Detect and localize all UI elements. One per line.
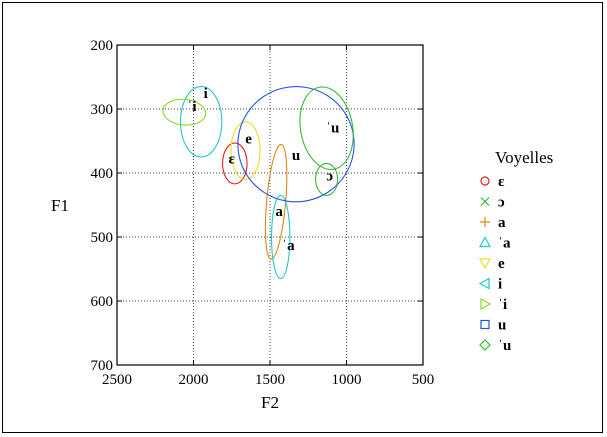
legend-item-e: e xyxy=(478,256,505,272)
legend-marker-circle xyxy=(480,176,490,186)
legend: Voyelles ɛɔa ˈa ei ˈi u ˈu xyxy=(478,148,553,354)
legend-label: i xyxy=(498,277,502,293)
legend-marker-triangle-down xyxy=(478,258,492,270)
vowel-label: e xyxy=(245,132,252,148)
x-axis-title: F2 xyxy=(261,393,279,412)
legend-marker-square xyxy=(480,319,490,330)
legend-item-ˈi: ˈi xyxy=(480,297,507,313)
legend-marker-cross xyxy=(480,197,490,206)
legend-title: Voyelles xyxy=(495,148,553,167)
y-tick-label: 300 xyxy=(91,102,114,118)
legend-marker-plus xyxy=(480,217,490,227)
x-tick-label: 500 xyxy=(412,372,435,388)
y-tick-label: 200 xyxy=(91,38,114,54)
legend-item-i: i xyxy=(478,277,502,293)
legend-label: ˈi xyxy=(498,297,507,313)
y-tick-label: 500 xyxy=(91,230,114,246)
legend-label: e xyxy=(498,256,505,272)
legend-marker-triangle-right xyxy=(480,297,492,311)
ellipse-ˈu xyxy=(299,86,354,170)
legend-label: u xyxy=(498,318,506,334)
vowel-ellipses xyxy=(162,86,355,280)
legend-marker-triangle-up xyxy=(478,236,492,248)
legend-item-ɔ: ɔ xyxy=(480,195,505,211)
legend-label: ɛ xyxy=(498,174,505,190)
legend-item-a: a xyxy=(480,215,506,231)
vowel-label: ɔ xyxy=(326,169,333,185)
legend-item-u: u xyxy=(480,318,506,334)
x-tick-label: 2000 xyxy=(179,372,209,388)
x-tick-label: 2500 xyxy=(102,372,132,388)
ellipse-ɛ xyxy=(222,142,248,185)
legend-marker-triangle-left xyxy=(478,277,490,290)
vowel-annotations: i ˈi eɛ a ˈa u ˈu ɔ xyxy=(187,86,339,254)
ellipse-ɔ xyxy=(315,162,339,196)
figure-frame xyxy=(2,2,603,433)
vowel-label: ˈa xyxy=(282,238,295,254)
ellipse-i xyxy=(179,86,223,158)
grid xyxy=(117,45,423,365)
ellipse-e xyxy=(230,121,261,180)
legend-label: ˈu xyxy=(498,338,511,354)
legend-label: a xyxy=(498,215,506,231)
y-axis-title: F1 xyxy=(51,196,69,215)
legend-label: ɔ xyxy=(498,195,505,211)
legend-item-ˈa: ˈa xyxy=(478,236,511,252)
y-tick-label: 400 xyxy=(91,166,114,182)
vowel-label: ɛ xyxy=(229,151,236,167)
ellipse-ˈa xyxy=(270,194,291,280)
legend-item-ɛ: ɛ xyxy=(480,174,505,190)
vowel-label: u xyxy=(292,148,300,164)
axis-ticks: 2500 2000 1500 1000 500 200 300 400 500 600 700 xyxy=(91,38,435,388)
y-tick-label: 600 xyxy=(91,294,114,310)
x-tick-label: 1000 xyxy=(332,372,362,388)
legend-item-ˈu: ˈu xyxy=(479,338,511,354)
vowel-label: i xyxy=(204,86,208,102)
ellipse-ˈi xyxy=(162,98,207,126)
legend-marker-diamond xyxy=(479,339,491,351)
vowel-label: ˈi xyxy=(187,99,196,115)
vowel-label: ˈu xyxy=(326,121,339,137)
y-tick-label: 700 xyxy=(91,358,114,374)
legend-label: ˈa xyxy=(498,236,511,252)
x-tick-label: 1500 xyxy=(255,372,285,388)
vowel-label: a xyxy=(275,204,283,220)
